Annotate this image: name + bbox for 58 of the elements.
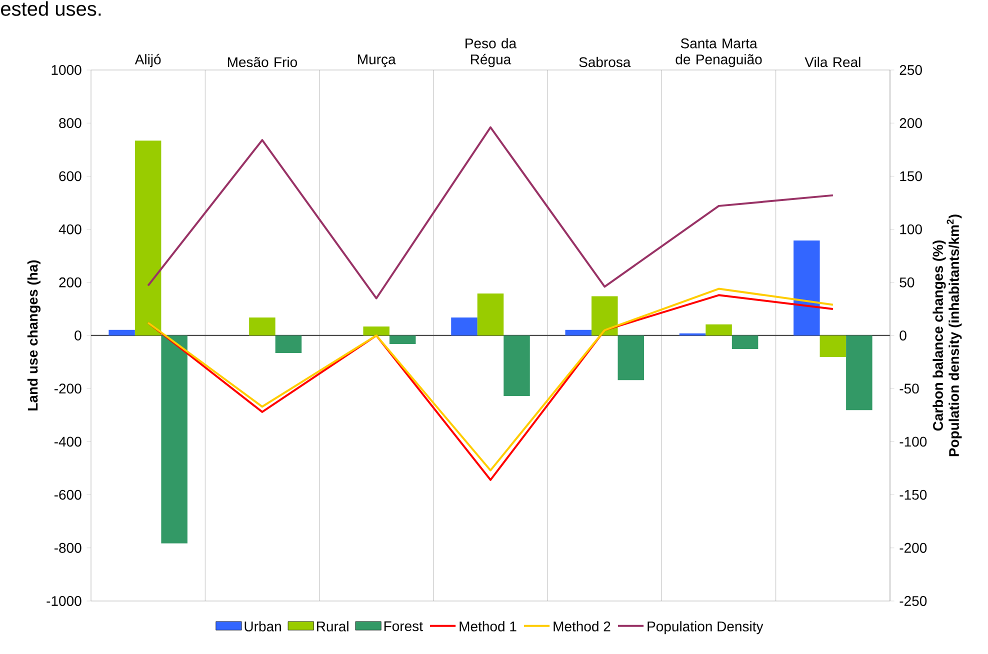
y2-tick-label: 100 bbox=[900, 224, 922, 234]
y2-tick-label: -200 bbox=[900, 542, 927, 553]
text: ested uses. bbox=[1, 1, 101, 16]
x-tick-label: Vila Real bbox=[804, 56, 860, 68]
y2-tick-label: 150 bbox=[900, 171, 922, 182]
bar bbox=[565, 330, 592, 336]
line-series bbox=[147, 126, 834, 300]
y-tick-label: 400 bbox=[58, 224, 82, 234]
y-tick-label: 1000 bbox=[52, 65, 82, 75]
bar bbox=[363, 326, 390, 336]
y-tick-label: -200 bbox=[54, 384, 82, 394]
bar bbox=[706, 324, 732, 336]
y-tick-label: -600 bbox=[54, 490, 82, 500]
bar bbox=[846, 336, 872, 410]
bar bbox=[794, 240, 820, 336]
y-tick-label: 600 bbox=[59, 171, 82, 182]
x-tick-label: Santa Marta de Penaguião bbox=[676, 38, 762, 68]
y2-tick-label: -250 bbox=[900, 596, 927, 606]
y-tick-label: 0 bbox=[74, 330, 82, 340]
y-tick-label: -1000 bbox=[46, 596, 82, 606]
bar bbox=[451, 317, 478, 336]
bar bbox=[134, 140, 162, 336]
y-axis-title: Land use changes (ha) bbox=[27, 260, 41, 410]
y-tick-label: -800 bbox=[54, 542, 82, 553]
y2-tick-label: -150 bbox=[900, 490, 927, 500]
bar bbox=[504, 336, 530, 396]
y2-tick-label: 250 bbox=[900, 65, 922, 75]
bar bbox=[732, 336, 758, 350]
y2-tick-label: -100 bbox=[900, 436, 927, 447]
x-tick-label: Murça bbox=[358, 54, 396, 68]
y2-tick-label: -50 bbox=[900, 384, 919, 394]
y2-tick-label: 0 bbox=[900, 330, 906, 340]
bar bbox=[477, 294, 504, 336]
y2-tick-label: 50 bbox=[900, 277, 914, 288]
bar bbox=[249, 317, 276, 336]
bar bbox=[275, 336, 302, 354]
y2-tick-label: 200 bbox=[900, 118, 922, 128]
legend-label: Method 1 bbox=[460, 621, 516, 632]
legend-label: Urban bbox=[244, 621, 281, 632]
text: Population density (inhabitants/km$^{2}$) bbox=[946, 214, 962, 456]
bar bbox=[820, 336, 846, 358]
legend-label: Population Density bbox=[648, 621, 764, 634]
x-tick-label: Sabrosa bbox=[579, 56, 631, 68]
x-tick-label: Alijó bbox=[134, 54, 161, 68]
bar bbox=[108, 330, 135, 336]
x-tick-label: Mesão Frio bbox=[228, 56, 298, 68]
bar bbox=[592, 296, 618, 336]
y-tick-label: 200 bbox=[59, 277, 82, 288]
x-tick-label: Peso da Régua bbox=[466, 38, 517, 68]
bar bbox=[389, 336, 416, 344]
bar bbox=[161, 336, 188, 544]
bar bbox=[618, 336, 644, 380]
y-tick-label: -400 bbox=[54, 436, 82, 447]
legend-label: Rural bbox=[316, 621, 348, 632]
text: Carbon balance changes (%) bbox=[932, 240, 946, 431]
legend-label: Method 2 bbox=[554, 621, 610, 632]
y-tick-label: 800 bbox=[59, 118, 82, 128]
legend-label: Forest bbox=[384, 621, 423, 632]
